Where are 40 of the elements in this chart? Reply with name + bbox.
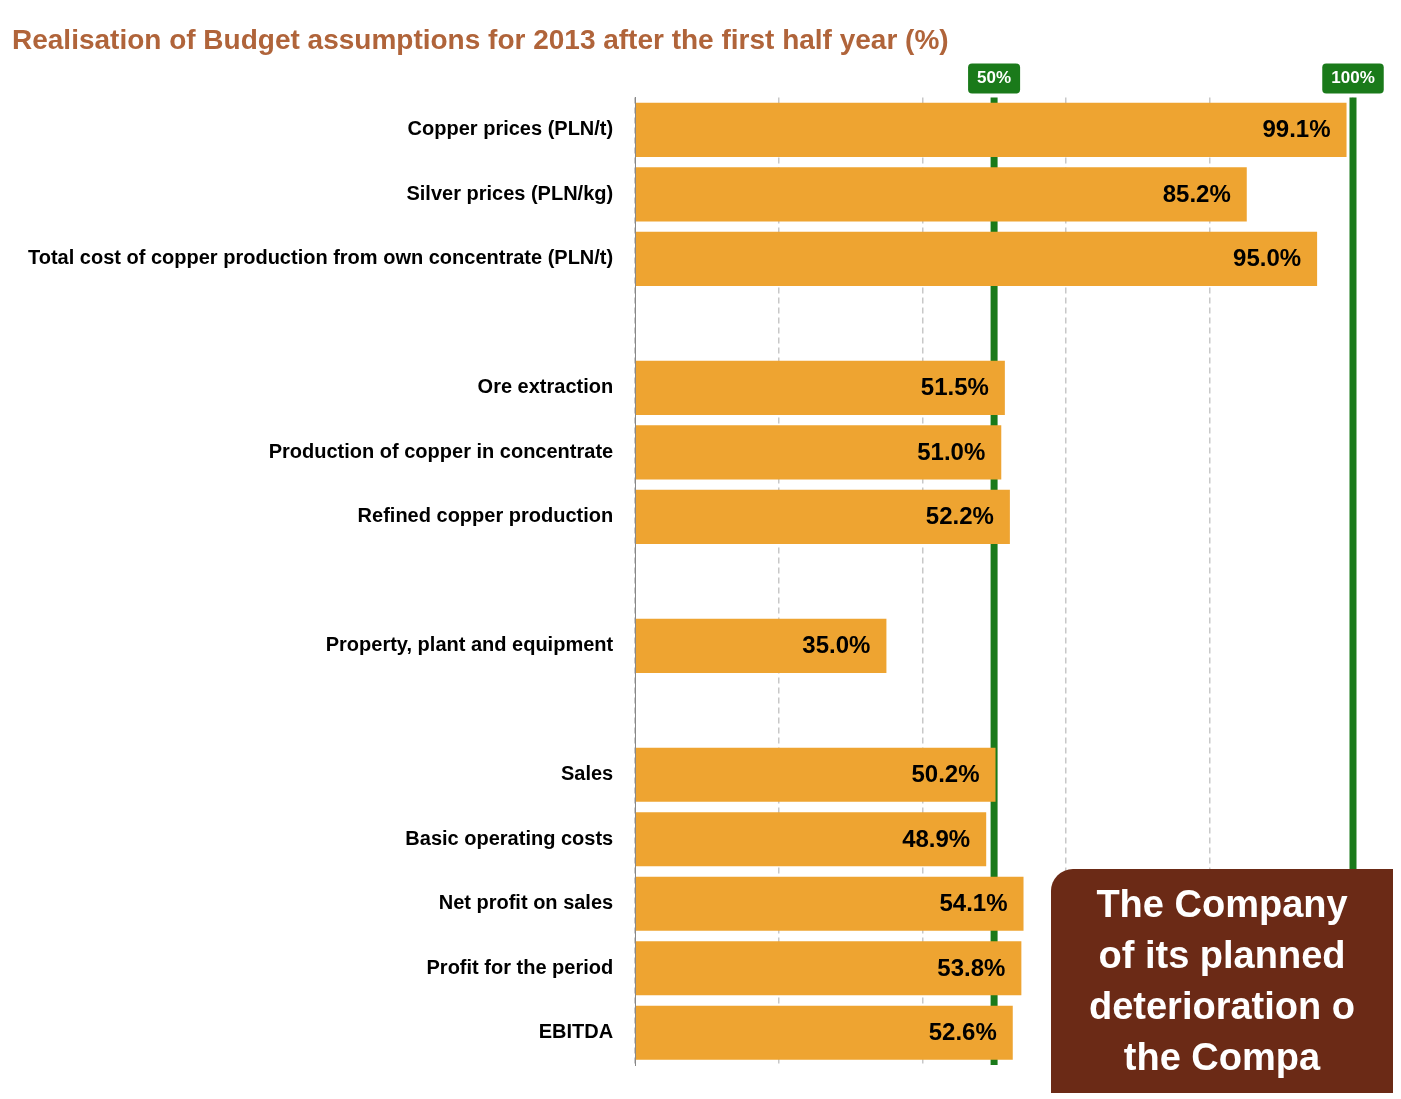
data-label: 53.8%	[937, 953, 1006, 981]
data-label: 51.5%	[920, 373, 989, 401]
bar	[635, 425, 1002, 480]
data-label: 85.2%	[1162, 179, 1231, 207]
annotation: The Company of its planned deterioration o the Compa	[1051, 869, 1393, 1093]
bar	[635, 812, 987, 867]
bar	[635, 102, 1347, 157]
y-tick-label: Refined copper production	[357, 504, 614, 527]
y-tick-label: Production of copper in concentrate	[268, 439, 614, 462]
data-label: 52.6%	[928, 1018, 997, 1046]
bar	[635, 876, 1024, 931]
y-tick-label: Profit for the period	[426, 955, 614, 978]
data-label: 95.0%	[1233, 244, 1302, 272]
data-label: 99.1%	[1262, 115, 1331, 143]
y-tick-label: Net profit on sales	[438, 891, 614, 914]
data-label: 52.2%	[925, 502, 994, 530]
data-label: 35.0%	[802, 631, 871, 659]
data-label: 50.2%	[911, 760, 980, 788]
y-tick-label: EBITDA	[538, 1020, 614, 1043]
chart-title: Realisation of Budget assumptions for 2013 after the first half year (%)	[12, 23, 949, 55]
bar	[635, 1005, 1013, 1060]
bar	[635, 231, 1318, 286]
y-tick-label: Total cost of copper production from own concentrate (PLN/t)	[28, 246, 614, 269]
bar	[635, 489, 1010, 544]
bar	[635, 747, 996, 802]
data-label: 54.1%	[939, 889, 1008, 917]
bar	[635, 360, 1005, 415]
y-tick-label: Property, plant and equipment	[325, 633, 614, 656]
bar	[635, 941, 1022, 996]
y-tick-label: Basic operating costs	[405, 826, 614, 849]
y-tick-label: Ore extraction	[477, 375, 614, 398]
y-tick-label: Silver prices (PLN/kg)	[406, 181, 614, 204]
data-label: 51.0%	[917, 437, 986, 465]
bar	[635, 618, 887, 673]
y-tick-label: Copper prices (PLN/t)	[407, 117, 614, 140]
ref-line-label: 100%	[1331, 68, 1375, 88]
y-tick-label: Sales	[560, 762, 614, 785]
ref-line-label: 50%	[977, 68, 1012, 88]
data-label: 48.9%	[902, 824, 971, 852]
bar	[635, 167, 1247, 222]
